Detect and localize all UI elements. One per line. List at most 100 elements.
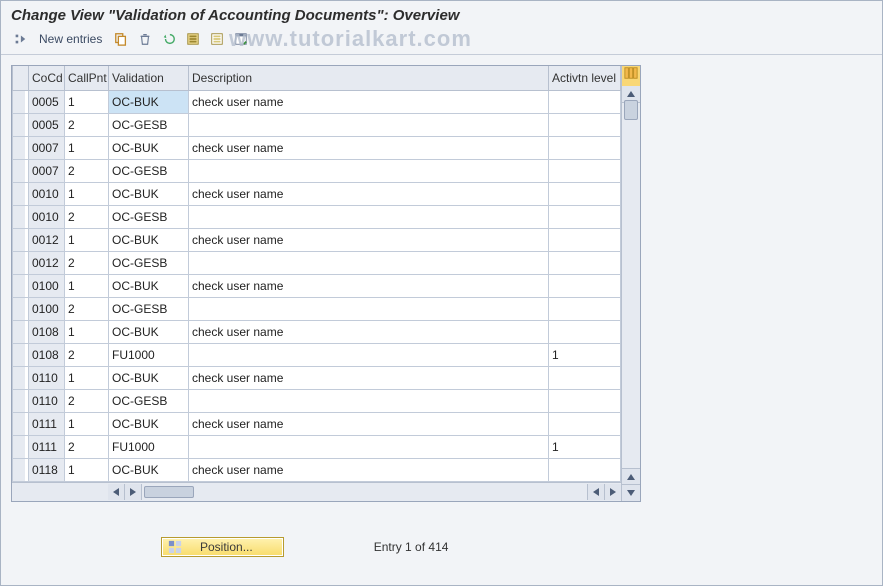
row-selector[interactable] xyxy=(13,137,25,159)
col-description[interactable]: Description xyxy=(189,66,549,91)
col-select[interactable] xyxy=(13,66,29,91)
table-row[interactable]: 01102OC-GESB xyxy=(13,390,621,413)
cell-cocd[interactable]: 0005 xyxy=(29,114,64,136)
row-selector[interactable] xyxy=(13,436,25,458)
cell-callpnt[interactable]: 2 xyxy=(65,206,108,228)
cell-callpnt[interactable]: 1 xyxy=(65,275,108,297)
row-selector[interactable] xyxy=(13,367,25,389)
cell-validation[interactable]: FU1000 xyxy=(109,344,188,366)
row-selector[interactable] xyxy=(13,229,25,251)
table-row[interactable]: 01002OC-GESB xyxy=(13,298,621,321)
cell-callpnt[interactable]: 2 xyxy=(65,390,108,412)
row-selector[interactable] xyxy=(13,183,25,205)
cell-validation[interactable]: OC-GESB xyxy=(109,160,188,182)
cell-callpnt[interactable]: 1 xyxy=(65,137,108,159)
cell-cocd[interactable]: 0110 xyxy=(29,390,64,412)
table-row[interactable]: 01001OC-BUKcheck user name xyxy=(13,275,621,298)
cell-callpnt[interactable]: 1 xyxy=(65,229,108,251)
row-selector[interactable] xyxy=(13,275,25,297)
cell-validation[interactable]: OC-BUK xyxy=(109,183,188,205)
cell-activtn[interactable]: 1 xyxy=(549,436,620,458)
cell-description[interactable] xyxy=(189,298,548,320)
cell-description[interactable]: check user name xyxy=(189,413,548,435)
row-selector[interactable] xyxy=(13,390,25,412)
cell-cocd[interactable]: 0010 xyxy=(29,183,64,205)
table-row[interactable]: 00122OC-GESB xyxy=(13,252,621,275)
col-cocd[interactable]: CoCd xyxy=(29,66,65,91)
cell-activtn[interactable] xyxy=(549,114,620,136)
cell-cocd[interactable]: 0012 xyxy=(29,229,64,251)
cell-cocd[interactable]: 0007 xyxy=(29,160,64,182)
cell-activtn[interactable] xyxy=(549,321,620,343)
table-row[interactable]: 00102OC-GESB xyxy=(13,206,621,229)
cell-cocd[interactable]: 0111 xyxy=(29,436,64,458)
cell-cocd[interactable]: 0010 xyxy=(29,206,64,228)
cell-description[interactable] xyxy=(189,252,548,274)
cell-callpnt[interactable]: 1 xyxy=(65,413,108,435)
cell-description[interactable]: check user name xyxy=(189,367,548,389)
cell-validation[interactable]: OC-GESB xyxy=(109,206,188,228)
cell-activtn[interactable] xyxy=(549,252,620,274)
cell-description[interactable]: check user name xyxy=(189,91,548,113)
table-row[interactable]: 00121OC-BUKcheck user name xyxy=(13,229,621,252)
vertical-scrollbar[interactable] xyxy=(621,66,640,501)
table-row[interactable]: 01081OC-BUKcheck user name xyxy=(13,321,621,344)
row-selector[interactable] xyxy=(13,114,25,136)
cell-callpnt[interactable]: 1 xyxy=(65,91,108,113)
cell-cocd[interactable]: 0007 xyxy=(29,137,64,159)
undo-icon[interactable] xyxy=(160,30,178,48)
table-row[interactable]: 01112FU10001 xyxy=(13,436,621,459)
row-selector[interactable] xyxy=(13,298,25,320)
cell-activtn[interactable] xyxy=(549,229,620,251)
cell-callpnt[interactable]: 1 xyxy=(65,367,108,389)
cell-cocd[interactable]: 0110 xyxy=(29,367,64,389)
toggle-icon[interactable] xyxy=(11,30,29,48)
config-icon[interactable] xyxy=(232,30,250,48)
cell-validation[interactable]: OC-GESB xyxy=(109,114,188,136)
cell-activtn[interactable] xyxy=(549,298,620,320)
cell-cocd[interactable]: 0111 xyxy=(29,413,64,435)
table-row[interactable]: 00051OC-BUKcheck user name xyxy=(13,91,621,114)
deselect-all-icon[interactable] xyxy=(208,30,226,48)
row-selector[interactable] xyxy=(13,91,25,113)
cell-cocd[interactable]: 0108 xyxy=(29,344,64,366)
new-entries-button[interactable]: New entries xyxy=(35,32,106,46)
cell-description[interactable]: check user name xyxy=(189,229,548,251)
configure-columns-icon[interactable] xyxy=(622,66,640,86)
cell-validation[interactable]: OC-BUK xyxy=(109,91,188,113)
vscroll-up2-icon[interactable] xyxy=(622,468,640,485)
cell-validation[interactable]: OC-BUK xyxy=(109,229,188,251)
cell-description[interactable] xyxy=(189,390,548,412)
cell-cocd[interactable]: 0118 xyxy=(29,459,64,481)
horizontal-scrollbar[interactable] xyxy=(12,482,621,501)
table-row[interactable]: 01111OC-BUKcheck user name xyxy=(13,413,621,436)
cell-validation[interactable]: OC-BUK xyxy=(109,137,188,159)
vscroll-thumb[interactable] xyxy=(624,100,638,120)
cell-callpnt[interactable]: 1 xyxy=(65,183,108,205)
cell-callpnt[interactable]: 2 xyxy=(65,436,108,458)
cell-activtn[interactable] xyxy=(549,459,620,481)
position-button[interactable]: Position... xyxy=(161,537,284,557)
cell-activtn[interactable] xyxy=(549,183,620,205)
cell-activtn[interactable] xyxy=(549,137,620,159)
cell-activtn[interactable] xyxy=(549,367,620,389)
cell-validation[interactable]: OC-BUK xyxy=(109,459,188,481)
cell-callpnt[interactable]: 2 xyxy=(65,160,108,182)
hscroll-left-icon[interactable] xyxy=(108,484,125,500)
cell-cocd[interactable]: 0012 xyxy=(29,252,64,274)
row-selector[interactable] xyxy=(13,160,25,182)
cell-activtn[interactable] xyxy=(549,275,620,297)
cell-description[interactable] xyxy=(189,114,548,136)
table-row[interactable]: 00071OC-BUKcheck user name xyxy=(13,137,621,160)
col-callpnt[interactable]: CallPnt xyxy=(65,66,109,91)
cell-description[interactable] xyxy=(189,160,548,182)
cell-activtn[interactable] xyxy=(549,206,620,228)
table-row[interactable]: 01082FU10001 xyxy=(13,344,621,367)
row-selector[interactable] xyxy=(13,344,25,366)
cell-callpnt[interactable]: 2 xyxy=(65,252,108,274)
cell-activtn[interactable] xyxy=(549,91,620,113)
delete-icon[interactable] xyxy=(136,30,154,48)
cell-activtn[interactable] xyxy=(549,160,620,182)
hscroll-right1-icon[interactable] xyxy=(125,484,142,500)
cell-callpnt[interactable]: 2 xyxy=(65,114,108,136)
